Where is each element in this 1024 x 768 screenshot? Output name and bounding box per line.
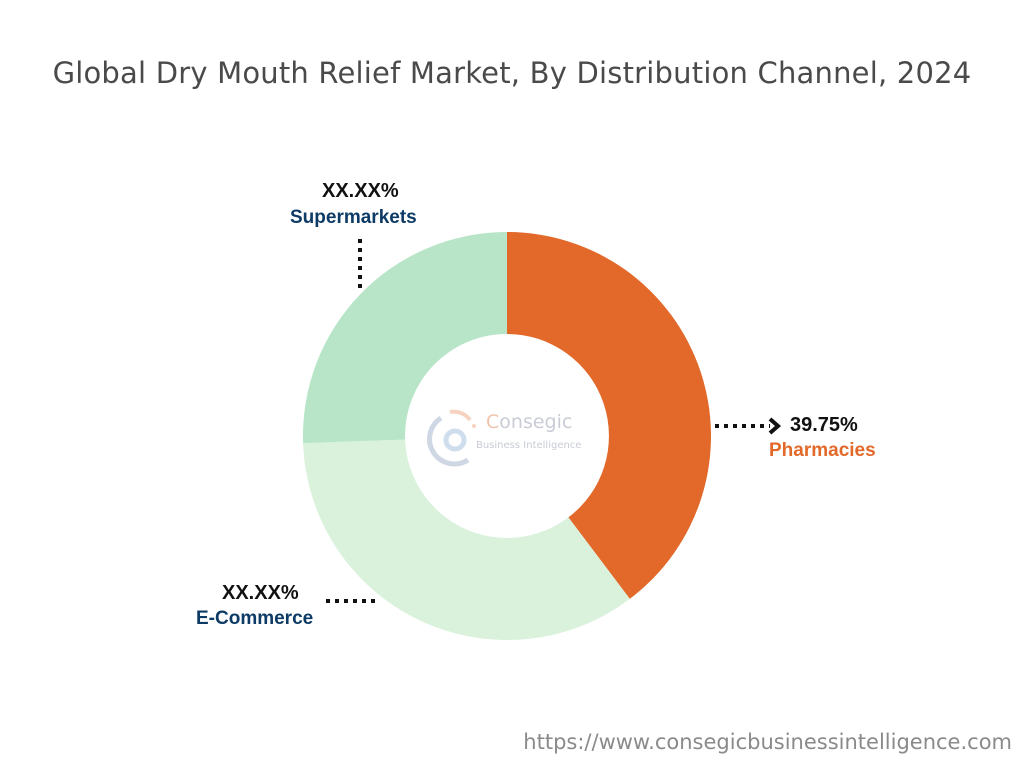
slice-ecommerce	[303, 439, 630, 641]
slice-supermarkets	[302, 231, 507, 444]
arrow-right-icon	[768, 417, 782, 435]
slice-pharmacies	[507, 232, 712, 599]
pharmacies-pct: 39.75%	[790, 414, 858, 436]
consegic-logo-icon	[427, 409, 476, 467]
chart-title: Global Dry Mouth Relief Market, By Distr…	[52, 56, 972, 90]
pharmacies-label: Pharmacies	[769, 440, 876, 461]
watermark-brand: Consegic	[486, 411, 572, 433]
source-url: https://www.consegicbusinessintelligence…	[523, 730, 1012, 754]
watermark-initial: C	[486, 411, 500, 433]
supermarkets-pct: XX.XX%	[322, 180, 399, 202]
supermarkets-label: Supermarkets	[290, 207, 417, 228]
watermark-tagline: Business Intelligence	[476, 440, 582, 451]
watermark-rest: onsegic	[499, 411, 573, 433]
ecommerce-pct: XX.XX%	[222, 582, 299, 604]
ecommerce-label: E-Commerce	[196, 608, 314, 629]
